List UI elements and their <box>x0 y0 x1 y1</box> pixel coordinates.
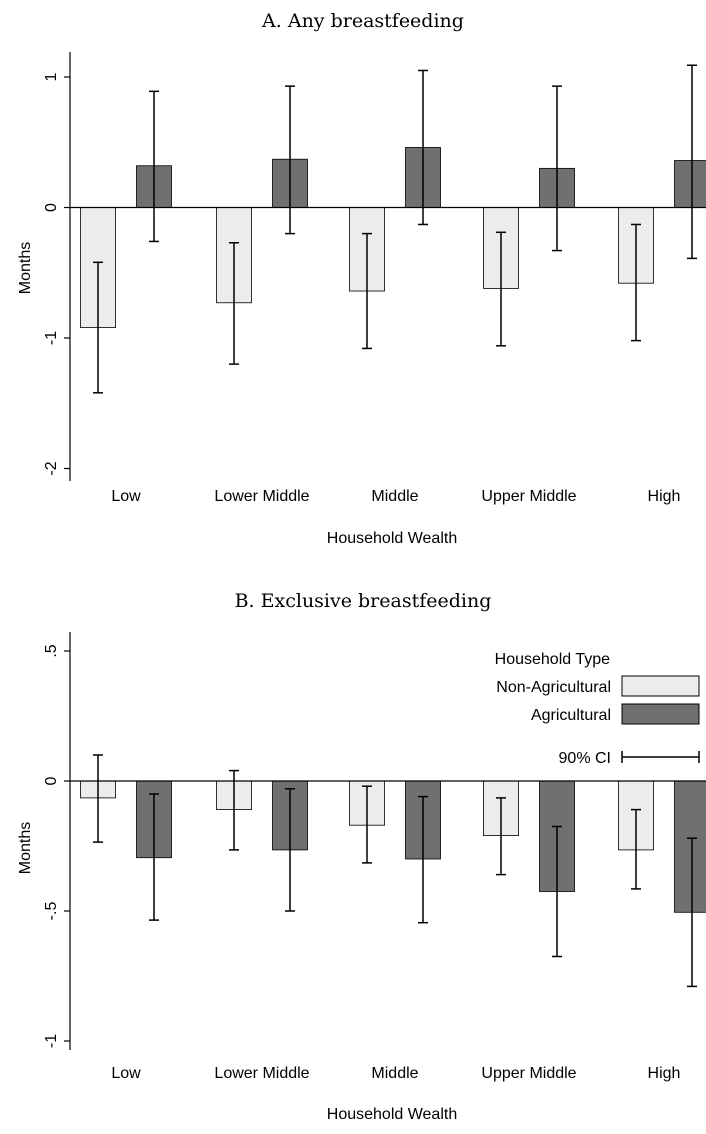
legend-label-ci: 90% CI <box>559 750 611 767</box>
panel-b-category-high: High <box>648 1065 681 1082</box>
panel-b-ytick-label: .5 <box>43 644 60 657</box>
panel-a-category-high: High <box>648 488 681 505</box>
panel-b-error-bars <box>93 755 697 986</box>
panel-b: B. Exclusive breastfeeding Months Househ… <box>17 590 706 1123</box>
panel-a-yticks: 1 0 -1 -2 <box>43 52 70 481</box>
panel-a-categories: Low Lower Middle Middle Upper Middle High <box>111 488 680 505</box>
panel-a-ytick-label: -1 <box>43 331 60 345</box>
panel-b-bars <box>70 781 706 912</box>
panel-a-ytick-label: 0 <box>43 203 60 212</box>
panel-a-ytick-label: -2 <box>43 461 60 475</box>
panel-b-title: B. Exclusive breastfeeding <box>235 590 492 612</box>
panel-a-bar-agricultural-high <box>675 161 706 208</box>
panel-b-ylabel: Months <box>17 822 34 874</box>
panel-b-xlabel: Household Wealth <box>327 1106 457 1123</box>
panel-a-ylabel: Months <box>17 242 34 294</box>
panel-a-category-lower-middle: Lower Middle <box>214 488 309 505</box>
panel-b-category-middle: Middle <box>371 1065 418 1082</box>
panel-b-errorbar-non-agricultural-low <box>93 755 103 842</box>
panel-a-title: A. Any breastfeeding <box>261 10 464 32</box>
panel-a: A. Any breastfeeding Months Household We… <box>17 10 706 547</box>
panel-b-category-low: Low <box>111 1065 141 1082</box>
panel-a-category-middle: Middle <box>371 488 418 505</box>
legend-ci-symbol <box>622 751 699 763</box>
legend: Household Type Non-Agricultural Agricult… <box>495 651 699 767</box>
legend-label-agricultural: Agricultural <box>531 707 611 724</box>
panel-a-ytick-label: 1 <box>43 72 60 81</box>
legend-swatch-agricultural <box>622 704 699 724</box>
panel-a-xlabel: Household Wealth <box>327 530 457 547</box>
panel-b-ytick-label: -1 <box>43 1034 60 1048</box>
legend-swatch-non-agricultural <box>622 676 699 696</box>
legend-label-non-agricultural: Non-Agricultural <box>496 679 611 696</box>
panel-b-category-lower-middle: Lower Middle <box>214 1065 309 1082</box>
panel-b-yticks: .5 0 -.5 -1 <box>43 632 70 1050</box>
panel-a-category-low: Low <box>111 488 141 505</box>
panel-a-error-bars <box>93 65 697 393</box>
panel-b-ytick-label: 0 <box>43 776 60 785</box>
panel-b-ytick-label: -.5 <box>43 902 60 921</box>
panel-a-category-upper-middle: Upper Middle <box>481 488 576 505</box>
panel-b-category-upper-middle: Upper Middle <box>481 1065 576 1082</box>
panel-b-bar-agricultural-high <box>675 781 706 912</box>
panel-a-bars <box>70 147 706 327</box>
legend-title: Household Type <box>495 651 610 668</box>
panel-b-categories: Low Lower Middle Middle Upper Middle High <box>111 1065 680 1082</box>
